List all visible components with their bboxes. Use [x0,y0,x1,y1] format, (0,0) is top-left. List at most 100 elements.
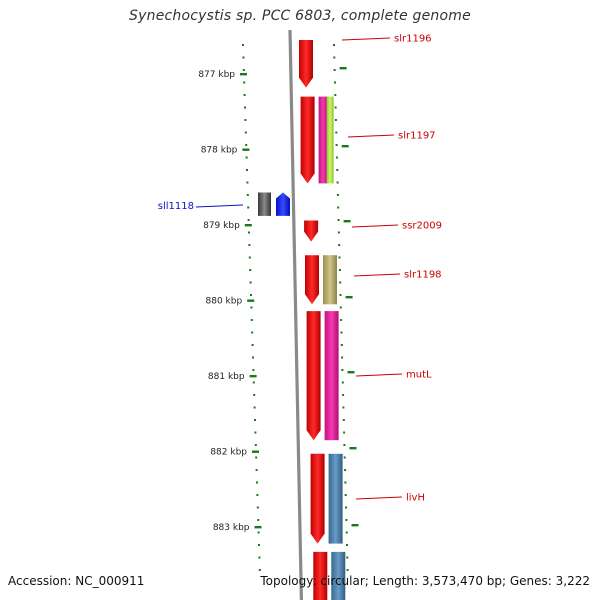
gene-label-mutL[interactable]: mutL [406,370,432,381]
genome-title: Synechocystis sp. PCC 6803, complete gen… [129,8,471,24]
gene-arrow-ssr2009[interactable] [304,220,319,242]
guide-dot [335,131,338,134]
guide-dot [252,381,255,384]
guide-dot [245,144,248,146]
scale-tick [240,73,247,76]
guide-dot [255,469,258,471]
guide-dot [339,306,342,309]
guide-dot [252,356,254,359]
gene-track-magenta [324,311,339,441]
guide-dot [258,556,261,559]
guide-dot [338,269,341,271]
guide-dot [343,456,346,459]
guide-dot [248,256,251,259]
guide-dot [333,69,336,71]
label-layer: slr1196 slr1197 sll1118 ssr2009 slr1198 mutL l… [158,34,442,504]
guide-dot [249,269,252,271]
gene-layer [258,40,346,600]
gene-track-blue [276,192,290,216]
guide-dot [334,81,336,84]
guide-dot [341,356,344,359]
scale-tick [351,524,359,527]
guide-dot [334,119,337,121]
gene-label-slr1198[interactable]: slr1198 [404,270,442,281]
guide-dot [255,456,258,459]
scale-tick [341,145,349,148]
guide-dot [251,344,254,346]
guide-dot [248,244,251,246]
gene-label-livH[interactable]: livH [406,493,425,504]
scale-label: 880 kbp [206,297,243,307]
guide-dot [249,281,252,284]
guide-dot [247,219,250,221]
guide-dot [254,444,257,446]
gene-arrow-mutL[interactable] [306,311,321,441]
gene-track-steelblue [331,551,346,600]
label-leader [351,224,399,228]
guide-dot [250,319,253,321]
gene-arrow-slr1198[interactable] [305,255,319,305]
guide-dot [250,306,253,309]
guide-dot [346,556,349,559]
guide-dot [334,106,337,109]
guide-dot [253,406,256,409]
gene-arrow[interactable] [313,551,328,600]
guide-dot [243,94,246,96]
scale-label: 877 kbp [198,70,235,80]
gene-label-sll1118[interactable]: sll1118 [158,201,194,212]
guide-dot [341,369,344,371]
guide-dot [342,394,345,396]
guide-dot [345,531,348,534]
gene-arrow-slr1197[interactable] [300,96,315,184]
gene-track-steelblue [328,453,343,544]
guide-dot [243,81,246,84]
gene-track-khaki [323,255,337,305]
gene-label-ssr2009[interactable]: ssr2009 [402,221,442,232]
scale-tick [347,371,355,374]
guide-dot [340,331,343,334]
gene-arrow-livH[interactable] [310,453,325,544]
guide-dot [253,394,256,396]
scale-tick [343,220,351,223]
gene-arrow-sll1118[interactable] [258,192,271,216]
chromosome-backbone [288,29,303,600]
gene-label-slr1197[interactable]: slr1197 [398,131,436,142]
guide-dot [250,294,252,296]
gene-track-lime [326,96,334,184]
guide-dot [244,119,247,121]
gene-label-slr1196[interactable]: slr1196 [394,34,432,45]
guide-dot [342,406,345,409]
guide-dot [346,544,348,546]
guide-dot [246,181,249,184]
gene-arrow-slr1196[interactable] [299,40,313,88]
scale-tick [244,224,252,227]
guide-dot [333,56,336,59]
guide-dot [339,281,342,284]
label-leader [355,496,403,500]
label-leader [355,373,403,377]
guide-dot [337,219,340,221]
guide-dot [336,181,339,184]
guide-dot [254,419,256,421]
scale-tick [339,67,347,70]
guide-dot [340,319,343,321]
guide-dot [254,431,257,434]
topology-text: Topology: circular; Length: 3,573,470 bp… [260,574,590,588]
guide-dot [337,206,340,209]
guide-dot [344,469,347,471]
dot-layer [242,44,349,571]
guide-dot [248,231,250,234]
guide-dot [336,194,339,196]
guide-dot [245,156,248,159]
guide-dot [256,506,259,509]
guide-dot [258,544,260,546]
scale-label: 879 kbp [203,221,240,231]
guide-dot [242,44,244,46]
scale-tick [254,526,262,529]
label-leader [347,134,395,138]
scale-label: 882 kbp [210,448,247,458]
guide-dot [336,169,339,171]
scale-tick [247,299,255,302]
scale-tick [252,450,259,453]
